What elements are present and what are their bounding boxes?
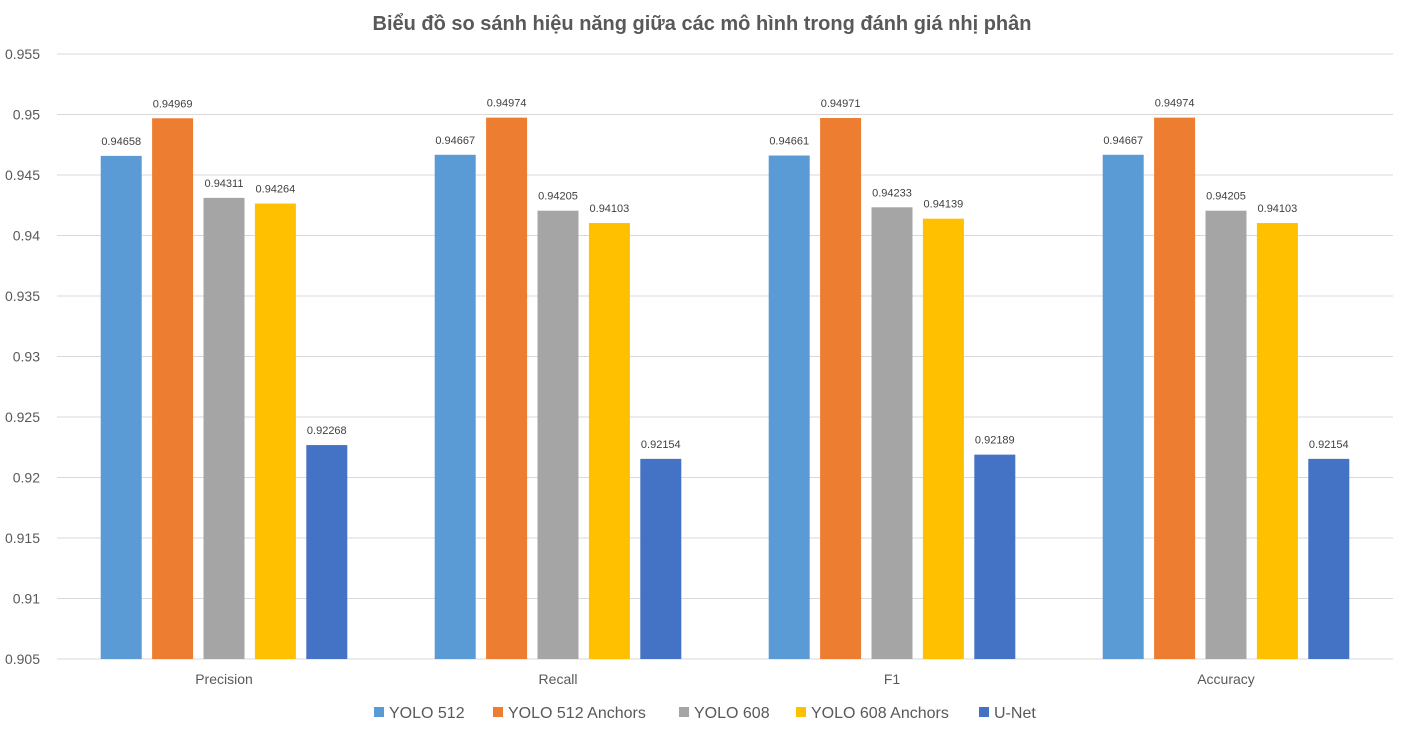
bar <box>871 207 913 659</box>
bar <box>486 117 528 659</box>
data-label: 0.94974 <box>487 98 527 110</box>
legend: YOLO 512 YOLO 512 Anchors YOLO 608 YOLO 608… <box>374 705 1036 722</box>
bar <box>974 454 1016 659</box>
y-tick-label: 0.945 <box>5 167 40 183</box>
bar <box>254 203 296 659</box>
legend-label: YOLO 512 Anchors <box>508 705 646 722</box>
bar <box>820 118 862 659</box>
y-tick-label: 0.935 <box>5 288 40 304</box>
chart-title: Biểu đồ so sánh hiệu năng giữa các mô hì… <box>373 13 1032 35</box>
legend-swatch <box>796 707 806 717</box>
data-label: 0.94205 <box>1206 191 1246 203</box>
x-tick-label: F1 <box>884 671 901 687</box>
y-tick-label: 0.915 <box>5 530 40 546</box>
x-tick-label: Recall <box>539 671 578 687</box>
data-label: 0.94661 <box>769 136 809 148</box>
data-label: 0.94233 <box>872 187 912 199</box>
y-tick-label: 0.93 <box>13 349 40 365</box>
data-label: 0.94103 <box>1258 203 1298 215</box>
x-tick-label: Accuracy <box>1197 671 1255 687</box>
legend-label: U-Net <box>994 705 1036 722</box>
bar <box>1205 210 1247 659</box>
bar <box>640 458 682 659</box>
data-label: 0.94139 <box>924 199 964 211</box>
y-tick-label: 0.95 <box>13 107 40 123</box>
data-label: 0.94667 <box>1103 135 1143 147</box>
data-label: 0.94264 <box>256 184 296 196</box>
legend-label: YOLO 608 <box>694 705 770 722</box>
y-tick-label: 0.91 <box>13 591 40 607</box>
data-label: 0.92189 <box>975 435 1015 447</box>
legend-swatch <box>493 707 503 717</box>
bar <box>1308 458 1350 659</box>
data-label: 0.94103 <box>590 203 630 215</box>
data-label: 0.94969 <box>153 98 193 110</box>
data-label: 0.94205 <box>538 191 578 203</box>
y-tick-label: 0.955 <box>5 46 40 62</box>
bar <box>768 155 810 660</box>
x-tick-label: Precision <box>195 671 253 687</box>
y-tick-label: 0.94 <box>13 228 40 244</box>
data-label: 0.92154 <box>641 439 681 451</box>
data-label: 0.94974 <box>1155 98 1195 110</box>
bar <box>203 197 245 659</box>
data-label: 0.94667 <box>435 135 475 147</box>
bar <box>1154 117 1196 659</box>
legend-label: YOLO 512 <box>389 705 465 722</box>
bar <box>922 218 964 659</box>
data-label: 0.94658 <box>101 136 141 148</box>
bar <box>1256 223 1298 660</box>
bars <box>100 117 1350 660</box>
data-label: 0.92268 <box>307 425 347 437</box>
y-tick-label: 0.92 <box>13 470 40 486</box>
x-axis-ticks: Precision Recall F1 Accuracy <box>195 671 1255 687</box>
bar <box>537 210 579 659</box>
legend-label: YOLO 608 Anchors <box>811 705 949 722</box>
bar <box>306 445 348 659</box>
y-tick-label: 0.905 <box>5 651 40 667</box>
y-axis-ticks: 0.905 0.91 0.915 0.92 0.925 0.93 0.935 0.94 0.94… <box>5 46 40 667</box>
bar <box>1102 154 1144 659</box>
bar <box>152 118 194 660</box>
legend-swatch <box>979 707 989 717</box>
data-label: 0.92154 <box>1309 439 1349 451</box>
bar <box>100 155 142 659</box>
y-tick-label: 0.925 <box>5 409 40 425</box>
data-label: 0.94971 <box>821 98 861 110</box>
bar <box>588 223 630 660</box>
legend-swatch <box>679 707 689 717</box>
data-label: 0.94311 <box>205 178 244 190</box>
bar <box>434 154 476 659</box>
legend-swatch <box>374 707 384 717</box>
data-labels: 0.94658 0.94969 0.94311 0.94264 0.92268 0.946… <box>101 98 1348 451</box>
